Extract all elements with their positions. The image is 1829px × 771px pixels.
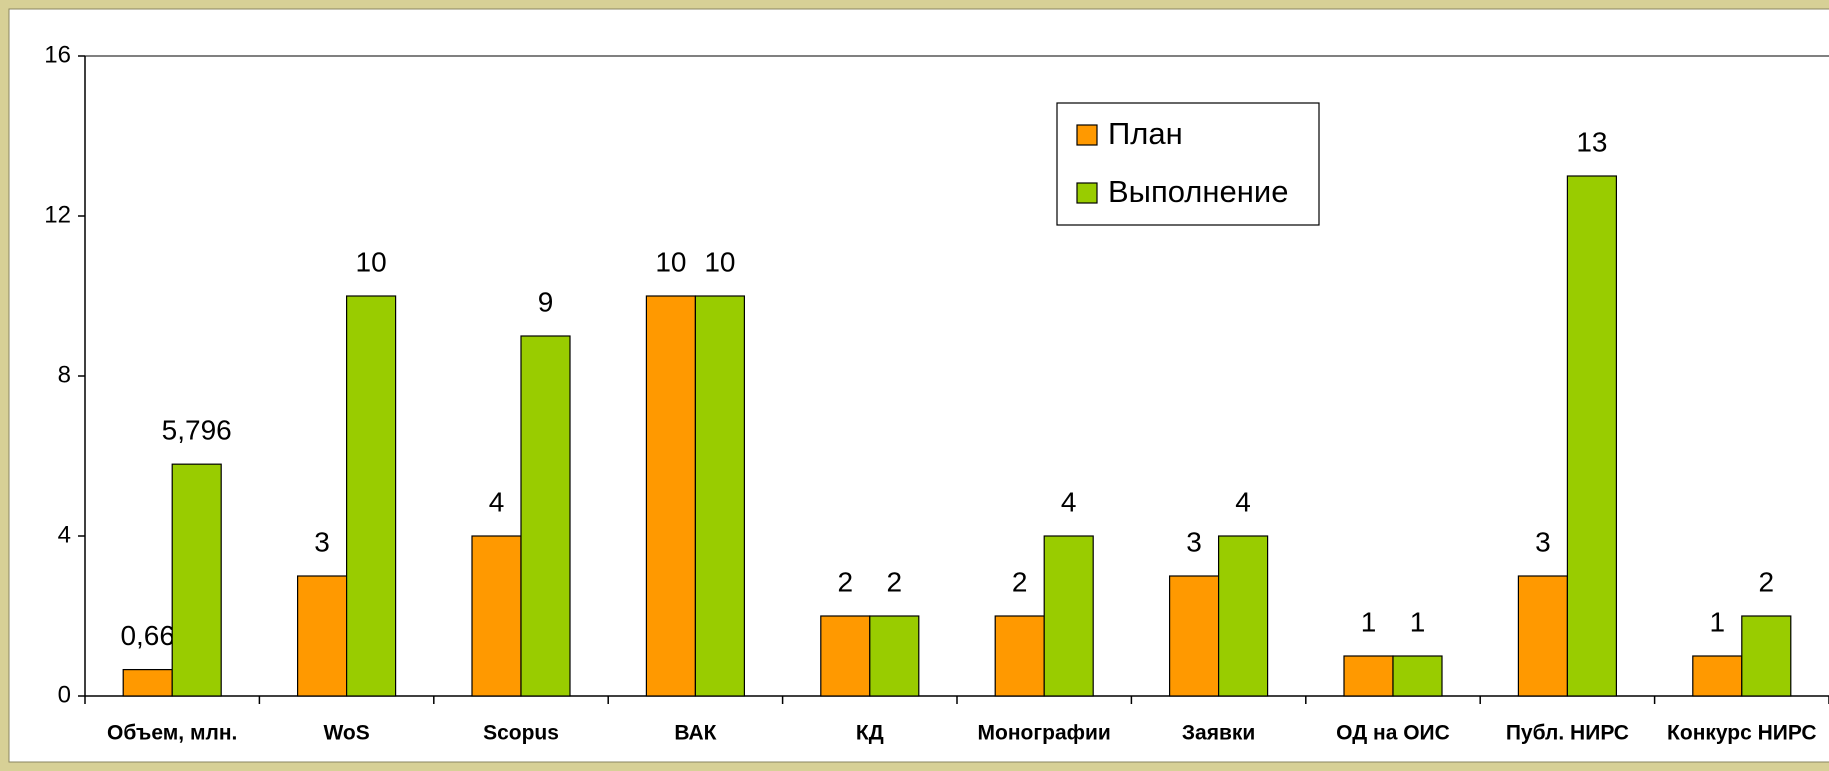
y-tick-label: 8	[58, 361, 71, 388]
x-tick-label: ОД на ОИС	[1336, 722, 1450, 745]
data-label: 2	[838, 566, 854, 597]
data-label: 1	[1410, 606, 1426, 637]
data-label: 2	[1759, 566, 1775, 597]
data-label: 10	[356, 246, 387, 277]
x-tick-label: WoS	[323, 722, 369, 745]
legend-box	[1056, 102, 1320, 226]
data-label: 0,66	[120, 620, 175, 651]
x-tick-label: Заявки	[1182, 722, 1255, 745]
bar	[869, 615, 920, 697]
legend-swatch	[1076, 182, 1098, 204]
x-tick-label: Объем, млн.	[107, 722, 237, 745]
bar	[346, 295, 397, 697]
y-tick-label: 12	[44, 201, 71, 228]
y-tick-label: 4	[58, 521, 71, 548]
bar	[1566, 175, 1618, 697]
data-label: 1	[1361, 606, 1377, 637]
bar	[1217, 535, 1269, 697]
data-label: 5,796	[162, 415, 232, 446]
data-label: 2	[887, 566, 903, 597]
x-tick-label: КД	[856, 722, 884, 745]
data-label: 13	[1576, 126, 1607, 157]
bar	[1168, 575, 1220, 697]
bar	[1343, 655, 1394, 697]
legend-label: Выполнение	[1108, 174, 1288, 209]
data-label: 4	[489, 486, 505, 517]
data-label: 10	[655, 246, 686, 277]
y-tick-label: 0	[58, 681, 71, 708]
data-label: 2	[1012, 566, 1028, 597]
bar	[520, 335, 571, 697]
bar	[820, 615, 871, 697]
data-label: 10	[704, 246, 735, 277]
bar	[1392, 655, 1443, 697]
data-label: 3	[314, 526, 330, 557]
data-label: 3	[1186, 526, 1202, 557]
legend-label: План	[1108, 116, 1183, 151]
bar	[1517, 575, 1569, 697]
bar	[471, 535, 522, 697]
bar	[645, 295, 697, 697]
data-label: 9	[538, 286, 554, 317]
bar	[1741, 615, 1792, 697]
bar	[297, 575, 348, 697]
legend-swatch	[1076, 124, 1098, 146]
bar	[1692, 655, 1743, 697]
bar	[994, 615, 1045, 697]
data-label: 3	[1535, 526, 1551, 557]
x-tick-label: Конкурс НИРС	[1667, 722, 1817, 745]
x-tick-label: Публ. НИРС	[1506, 722, 1629, 745]
bar	[1043, 535, 1094, 697]
bar	[171, 463, 222, 697]
x-tick-label: Scopus	[483, 722, 559, 745]
bar	[694, 295, 746, 697]
x-tick-label: Монографии	[978, 722, 1111, 745]
data-label: 1	[1710, 606, 1726, 637]
bar	[122, 668, 173, 697]
data-label: 4	[1235, 486, 1251, 517]
x-tick-label: ВАК	[674, 722, 716, 745]
data-label: 4	[1061, 486, 1077, 517]
y-tick-label: 16	[44, 41, 71, 68]
